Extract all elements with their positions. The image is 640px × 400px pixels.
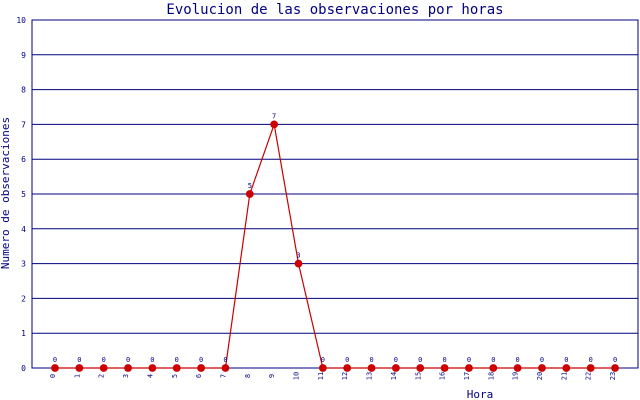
x-tick-label: 3 [122, 374, 130, 378]
data-point [294, 259, 303, 268]
x-tick-label: 21 [560, 372, 568, 380]
y-tick-label: 3 [21, 260, 26, 269]
x-tick-label: 14 [390, 372, 398, 380]
x-tick-label: 18 [487, 372, 495, 380]
y-tick-label: 4 [21, 225, 26, 234]
x-tick-label: 5 [171, 374, 179, 378]
data-label: 0 [467, 356, 471, 364]
data-label: 0 [321, 356, 325, 364]
x-tick-label: 11 [317, 372, 325, 380]
x-tick-label: 1 [73, 374, 81, 378]
data-point [148, 364, 157, 372]
data-point [611, 364, 619, 372]
data-label: 0 [491, 356, 495, 364]
x-axis-label: Hora [467, 388, 494, 400]
data-point [367, 364, 376, 372]
data-point [197, 364, 206, 372]
data-label: 0 [442, 356, 446, 364]
data-point [489, 364, 498, 372]
y-tick-label: 2 [21, 294, 26, 303]
data-point [538, 364, 546, 372]
data-point [416, 364, 425, 372]
x-tick-label: 23 [609, 372, 617, 380]
data-point [124, 364, 132, 372]
data-point [51, 364, 59, 372]
chart-title: Evolucion de las observaciones por horas [166, 2, 503, 18]
y-tick-label: 5 [21, 190, 26, 199]
data-label: 0 [126, 356, 130, 364]
y-tick-label: 7 [21, 120, 26, 129]
series-line [55, 122, 616, 369]
data-label: 0 [564, 356, 568, 364]
data-label: 0 [77, 356, 81, 364]
data-point [465, 364, 473, 372]
x-tick-label: 6 [195, 374, 203, 378]
data-label: 0 [540, 356, 544, 364]
data-point [221, 364, 230, 372]
y-tick-label: 0 [21, 364, 26, 373]
data-point [172, 364, 181, 372]
data-label: 0 [53, 356, 57, 364]
data-label: 0 [175, 356, 179, 364]
data-point [440, 364, 449, 372]
x-tick-label: 20 [536, 372, 544, 380]
data-point [562, 364, 571, 372]
data-label: 3 [296, 252, 300, 260]
data-label: 0 [345, 356, 349, 364]
x-tick-label: 13 [366, 372, 374, 380]
data-label: 0 [150, 356, 154, 364]
data-point [586, 364, 595, 372]
x-tick-label: 9 [268, 374, 276, 378]
data-label: 0 [102, 356, 106, 364]
x-tick-label: 0 [49, 374, 57, 378]
data-label: 0 [589, 356, 593, 364]
data-label: 0 [369, 356, 373, 364]
data-point [513, 364, 522, 372]
y-tick-label: 6 [21, 155, 26, 164]
x-tick-label: 10 [293, 372, 301, 380]
data-point [270, 120, 279, 129]
data-point [343, 364, 352, 372]
data-label: 0 [613, 356, 617, 364]
x-tick-label: 22 [585, 372, 593, 380]
x-tick-label: 2 [98, 374, 106, 378]
y-tick-label: 8 [21, 86, 26, 95]
x-tick-label: 4 [146, 374, 154, 378]
data-label: 0 [199, 356, 203, 364]
x-tick-label: 7 [219, 374, 227, 378]
y-tick-label: 10 [16, 16, 26, 25]
data-point [99, 364, 108, 372]
data-point [318, 364, 327, 372]
data-point [245, 190, 254, 198]
x-tick-label: 17 [463, 372, 471, 380]
x-tick-label: 16 [439, 372, 447, 380]
data-label: 5 [248, 182, 252, 190]
data-point [75, 364, 84, 372]
x-tick-label: 19 [512, 372, 520, 380]
data-label: 0 [223, 356, 227, 364]
data-label: 7 [272, 112, 276, 120]
data-label: 0 [394, 356, 398, 364]
x-tick-label: 15 [414, 372, 422, 380]
y-tick-label: 9 [21, 51, 26, 60]
y-axis-label: Numero de observaciones [0, 117, 12, 269]
data-label: 0 [418, 356, 422, 364]
data-point [392, 364, 400, 372]
y-tick-label: 1 [21, 329, 26, 338]
data-label: 0 [516, 356, 520, 364]
x-tick-label: 8 [244, 374, 252, 378]
x-tick-label: 12 [341, 372, 349, 380]
